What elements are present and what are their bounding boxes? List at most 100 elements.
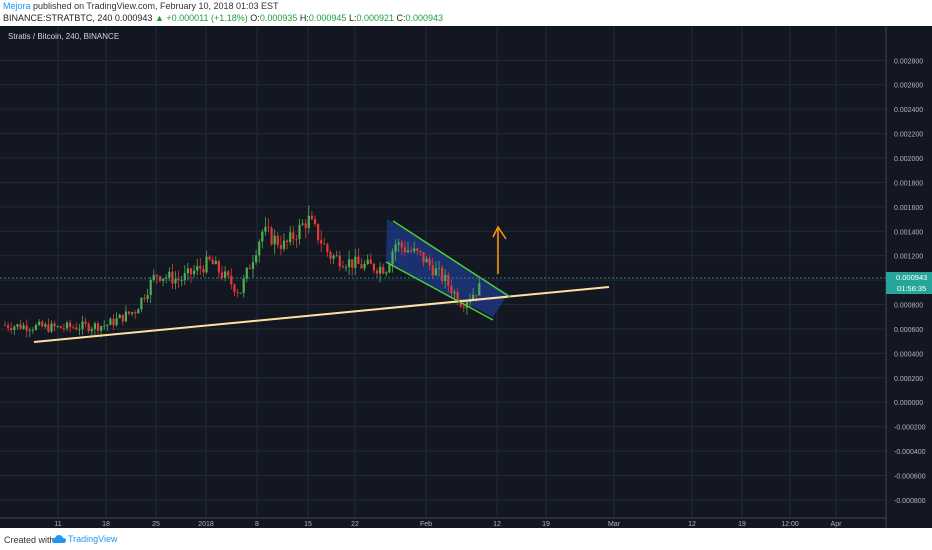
candle-body — [413, 248, 416, 252]
chart-title: Stratis / Bitcoin, 240, BINANCE — [8, 32, 119, 41]
candle-body — [366, 259, 369, 264]
candle-body — [59, 326, 62, 329]
candle-body — [397, 242, 400, 245]
high-label: H: — [299, 13, 309, 23]
x-tick-label: 19 — [738, 521, 746, 528]
candle-body — [171, 271, 174, 284]
candle-body — [87, 323, 90, 332]
candle-body — [428, 258, 431, 266]
candle-body — [301, 223, 304, 225]
candle-body — [84, 321, 87, 324]
candle-body — [462, 306, 465, 308]
tradingview-brand: TradingView — [68, 534, 118, 544]
x-tick-label: 19 — [542, 521, 550, 528]
candle-body — [152, 274, 155, 281]
created-with-text: Created with — [4, 535, 55, 545]
candle-body — [441, 267, 444, 282]
candle-body — [183, 273, 186, 281]
candle-body — [400, 242, 403, 248]
candle-body — [199, 265, 202, 269]
candle-body — [394, 244, 397, 252]
y-tick-label: 0.000600 — [894, 327, 923, 334]
candle-body — [217, 260, 220, 273]
candle-body — [41, 321, 44, 327]
candle-body — [227, 271, 230, 276]
candle-body — [220, 272, 224, 278]
candle-body — [10, 328, 13, 330]
candle-body — [348, 259, 351, 268]
x-tick-label: 12 — [688, 521, 696, 528]
candle-body — [382, 266, 385, 274]
candle-body — [465, 302, 468, 308]
candles — [3, 205, 481, 338]
candle-body — [75, 327, 78, 330]
candle-body — [158, 276, 162, 281]
y-tick-label: 0.001600 — [894, 205, 923, 212]
countdown-tag: 01:56:35 — [897, 284, 926, 293]
candle-body — [100, 326, 103, 331]
candle-body — [44, 324, 47, 327]
chart-area[interactable]: Stratis / Bitcoin, 240, BINANCE 0.002800… — [0, 26, 932, 528]
candle-body — [248, 267, 251, 269]
candle-body — [329, 251, 332, 259]
candle-body — [242, 278, 245, 293]
time-axis[interactable]: 11 18 25 2018 8 15 22 Feb 12 19 Mar 12 19 12:00 Apr — [54, 521, 842, 528]
y-tick-label: 0.001400 — [894, 229, 923, 236]
y-tick-label: 0.000400 — [894, 351, 923, 358]
candle-body — [267, 226, 270, 228]
candle-body — [372, 263, 375, 271]
candle-body — [391, 251, 394, 265]
close-value: 0.000943 — [405, 13, 444, 23]
candle-body — [478, 283, 481, 296]
support-trendline — [33, 286, 610, 343]
candle-body — [16, 324, 19, 327]
x-tick-label: 25 — [152, 521, 160, 528]
candle-body — [53, 323, 56, 327]
x-tick-label: 15 — [304, 521, 312, 528]
channel-lower-line — [385, 261, 494, 321]
candle-body — [28, 330, 31, 332]
candle-body — [115, 318, 118, 326]
open-value: 0.000935 — [259, 13, 298, 23]
open-label: O: — [250, 13, 260, 23]
author-link[interactable]: Mejora — [3, 1, 31, 11]
candle-body — [149, 280, 152, 296]
candle-body — [447, 274, 450, 286]
candle-body — [255, 255, 258, 262]
candle-body — [124, 311, 127, 322]
candle-body — [304, 223, 307, 229]
candle-body — [273, 235, 276, 245]
candle-body — [205, 256, 208, 273]
candle-body — [270, 227, 273, 245]
candle-body — [363, 263, 366, 269]
cloud-icon — [52, 535, 66, 543]
candle-body — [78, 329, 81, 330]
ohlc-line: BINANCE:STRATBTC, 240 0.000943 ▲ +0.0000… — [3, 13, 443, 23]
candle-body — [177, 278, 180, 281]
candle-body — [211, 259, 214, 265]
candle-body — [450, 285, 453, 294]
candle-body — [251, 261, 255, 269]
x-tick-label: 22 — [351, 521, 359, 528]
candle-body — [385, 272, 388, 274]
candle-body — [143, 297, 146, 300]
candle-body — [292, 232, 295, 239]
candle-body — [174, 278, 177, 284]
candle-body — [472, 294, 475, 300]
candle-body — [162, 278, 165, 281]
y-tick-label: 0.001800 — [894, 180, 923, 187]
candle-body — [313, 219, 317, 225]
candle-body — [360, 263, 363, 269]
candle-body — [335, 255, 338, 257]
price-axis-bg — [886, 26, 932, 506]
candle-body — [388, 264, 391, 273]
price-chart[interactable]: Stratis / Bitcoin, 240, BINANCE 0.002800… — [0, 26, 932, 528]
x-tick-label: Feb — [420, 521, 432, 528]
candle-body — [425, 258, 428, 263]
tradingview-logo[interactable]: TradingView — [52, 533, 142, 547]
last-price: 0.000943 — [114, 13, 153, 23]
candle-body — [295, 238, 298, 240]
y-tick-label: 0.002200 — [894, 132, 923, 139]
candle-body — [31, 329, 34, 331]
candle-body — [261, 231, 264, 242]
